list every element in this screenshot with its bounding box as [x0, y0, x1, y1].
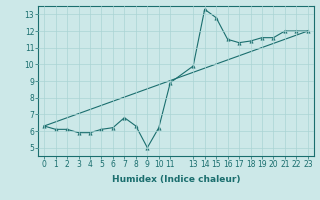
X-axis label: Humidex (Indice chaleur): Humidex (Indice chaleur) — [112, 175, 240, 184]
